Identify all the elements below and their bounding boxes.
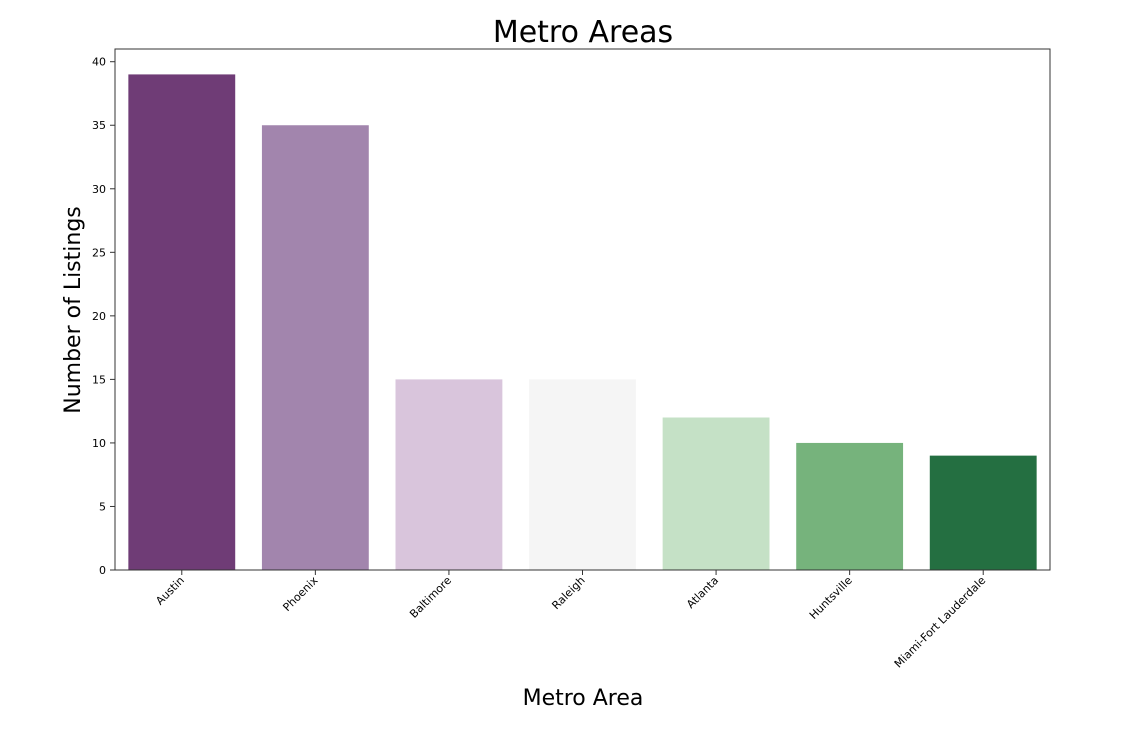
bars-group	[128, 74, 1037, 571]
chart-title: Metro Areas	[493, 15, 673, 50]
x-tick-label: Austin	[153, 574, 187, 608]
bar-atlanta	[662, 417, 770, 570]
x-tick-label: Atlanta	[684, 574, 721, 611]
y-tick-label: 15	[92, 373, 106, 386]
x-tick-label: Miami-Fort Lauderdale	[892, 574, 989, 671]
y-axis-label: Number of Listings	[61, 206, 86, 414]
y-tick-label: 10	[92, 437, 106, 450]
y-tick-label: 30	[92, 183, 106, 196]
x-tick-label: Baltimore	[407, 574, 454, 621]
bar-phoenix	[261, 125, 369, 571]
y-tick-label: 25	[92, 246, 106, 259]
x-tick-label: Raleigh	[549, 574, 587, 612]
bar-austin	[128, 74, 236, 570]
y-tick-label: 40	[92, 56, 106, 69]
plot-area-frame	[114, 48, 1051, 571]
x-tick-label: Huntsville	[807, 574, 855, 622]
x-axis-ticks: Austin Phoenix Baltimore Raleigh Atlanta Hunt…	[153, 570, 988, 670]
y-tick-label: 20	[92, 310, 106, 323]
bar-huntsville	[796, 442, 904, 570]
bar-baltimore	[395, 379, 503, 570]
y-tick-label: 5	[99, 500, 106, 513]
x-axis-label: Metro Area	[523, 686, 644, 711]
x-tick-label: Phoenix	[280, 574, 320, 614]
y-tick-label: 35	[92, 119, 106, 132]
y-axis-ticks: 0 5 10 15 20 25 30 35 40	[92, 56, 115, 577]
bar-miami-fort-lauderdale	[929, 455, 1037, 570]
bar-raleigh	[529, 379, 636, 570]
y-tick-label: 0	[99, 564, 106, 577]
